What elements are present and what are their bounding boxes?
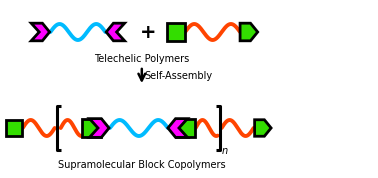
Polygon shape bbox=[90, 119, 109, 137]
Polygon shape bbox=[168, 119, 187, 137]
Text: Supramolecular Block Copolymers: Supramolecular Block Copolymers bbox=[58, 160, 226, 170]
Bar bbox=[6, 120, 22, 136]
Text: Self-Assembly: Self-Assembly bbox=[145, 71, 213, 81]
Text: n: n bbox=[222, 146, 228, 156]
Polygon shape bbox=[106, 23, 125, 41]
Polygon shape bbox=[31, 23, 50, 41]
Bar bbox=[82, 119, 101, 137]
Bar bbox=[177, 119, 195, 137]
Bar bbox=[167, 23, 184, 41]
Text: Telechelic Polymers: Telechelic Polymers bbox=[94, 54, 189, 64]
Polygon shape bbox=[255, 120, 271, 136]
Polygon shape bbox=[240, 23, 258, 41]
Text: +: + bbox=[139, 22, 156, 41]
